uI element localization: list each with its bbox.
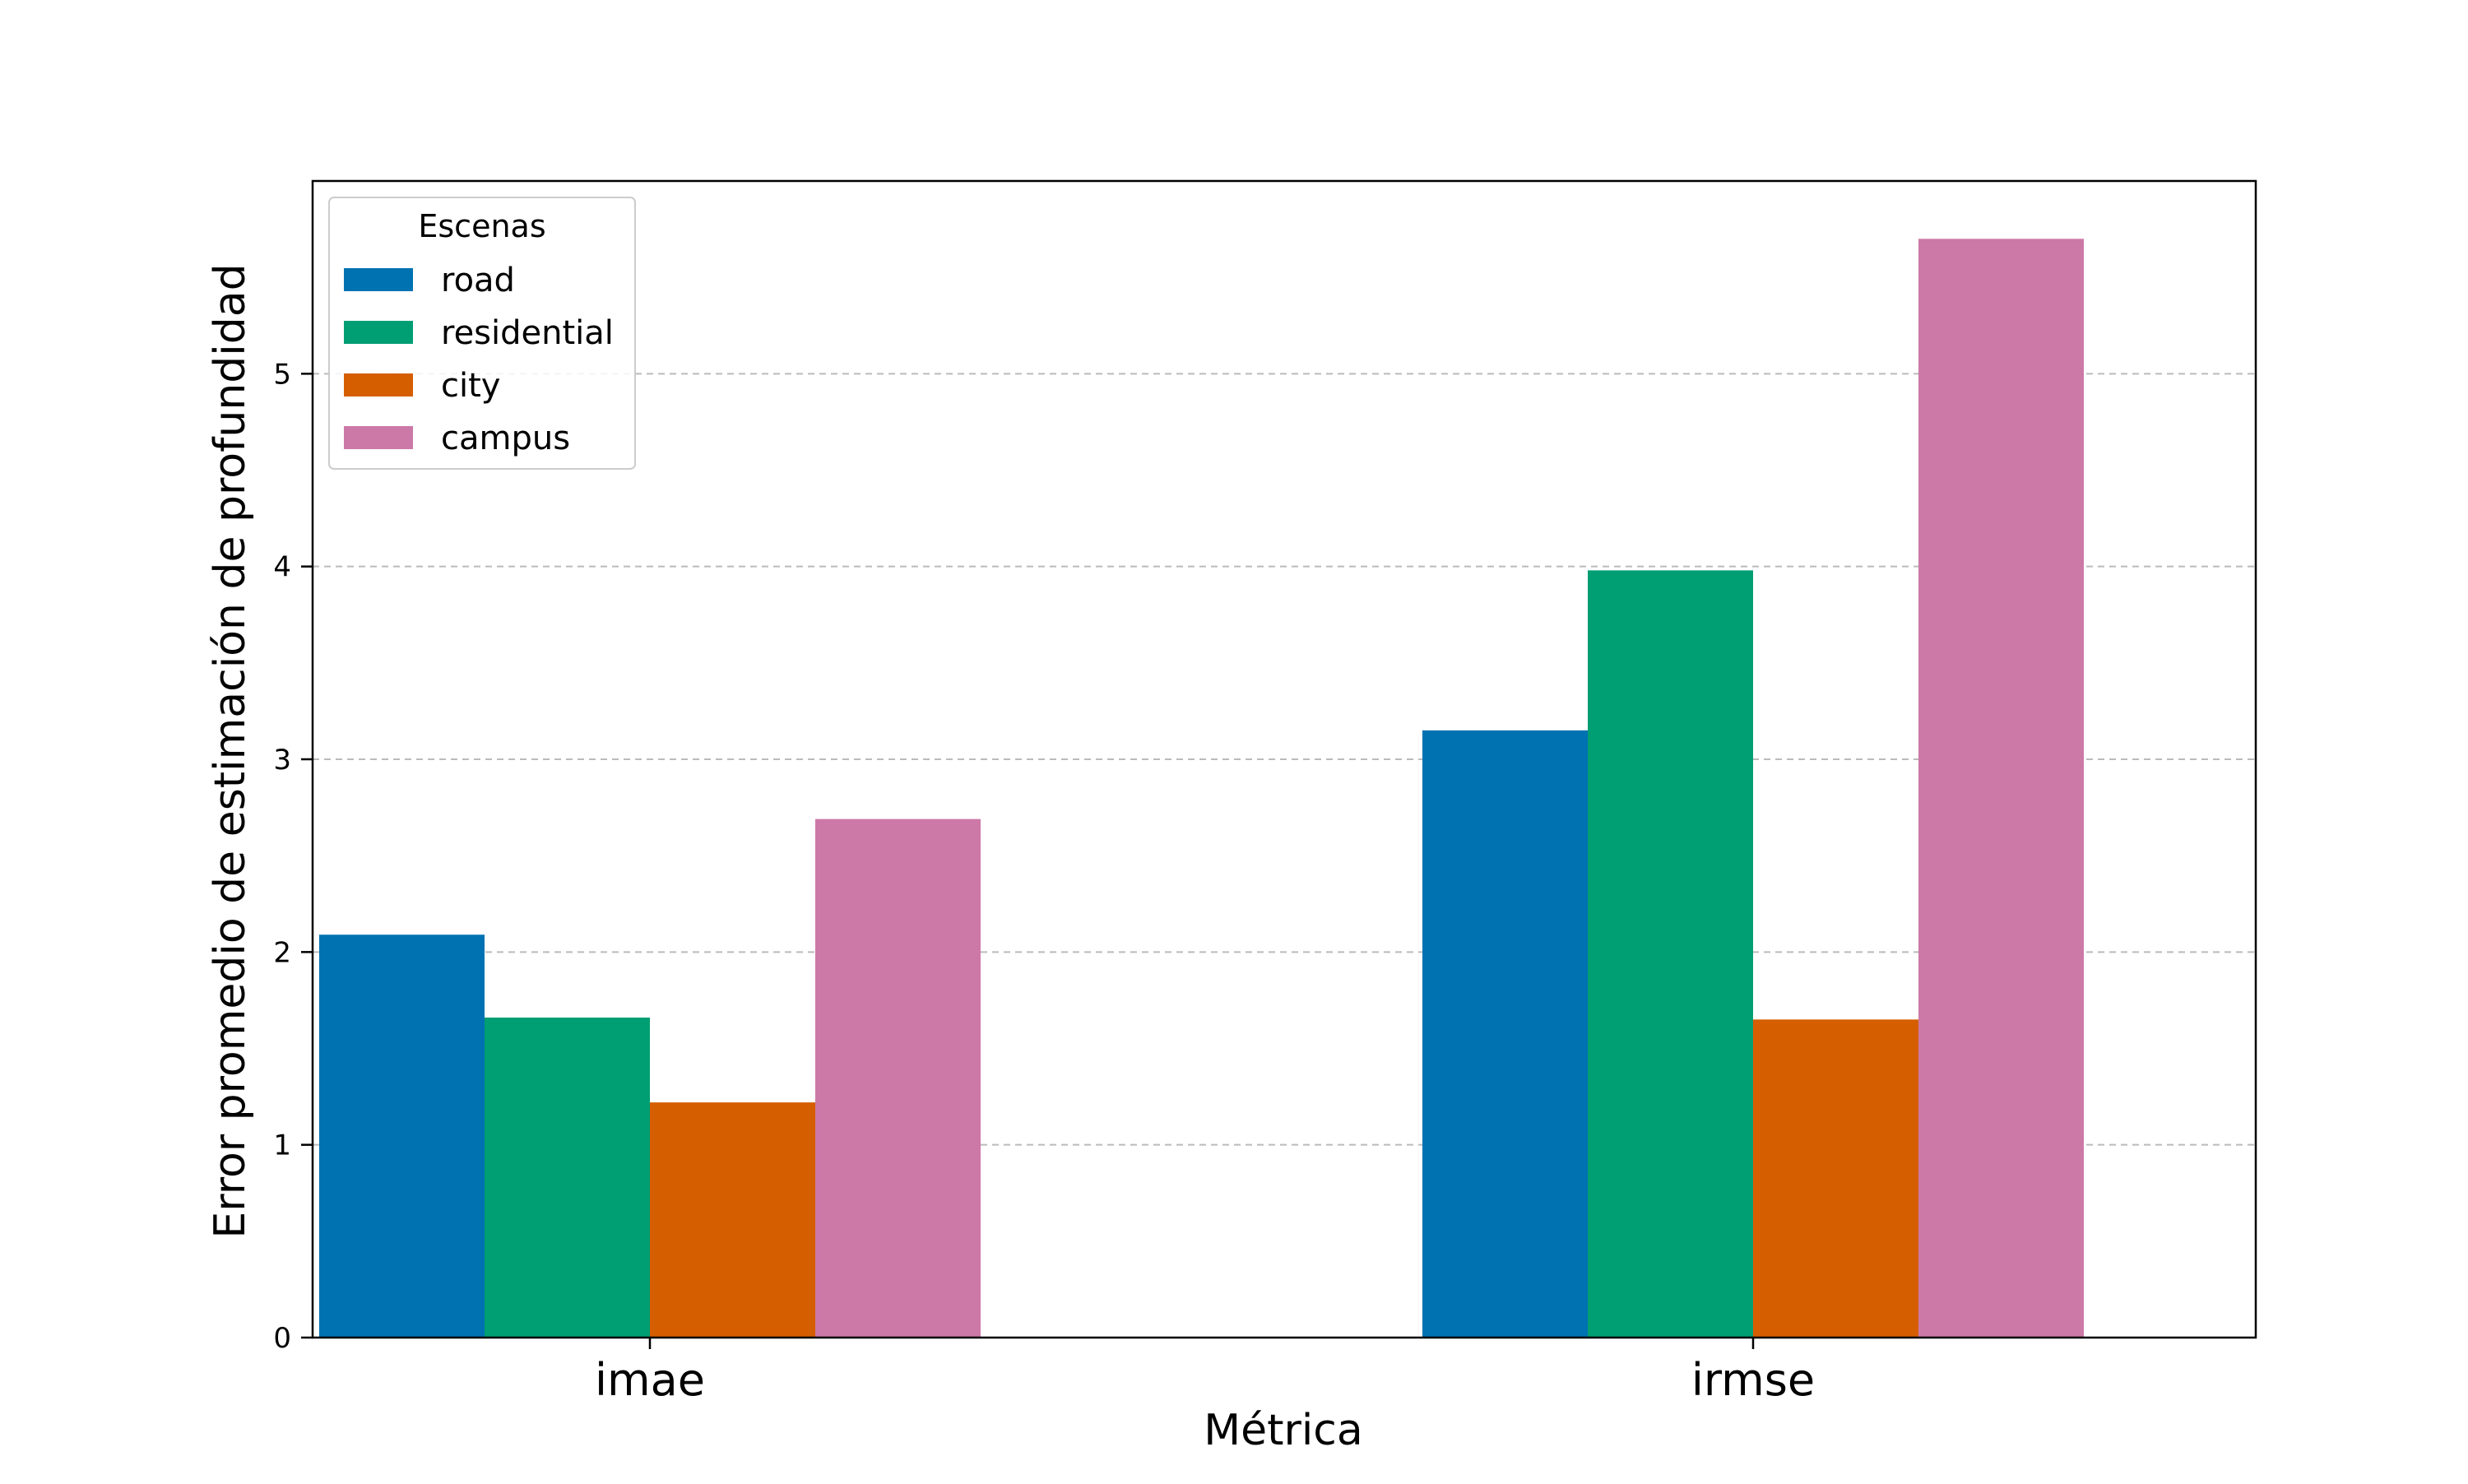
legend-label-residential: residential [441, 314, 614, 352]
y-axis-title: Error promedio de estimación de profundi… [206, 263, 255, 1238]
bar-road-imae [319, 934, 485, 1338]
bar-residential-imae [485, 1018, 650, 1338]
axes: 0 1 2 3 4 5 imae irmse [273, 179, 2257, 1406]
x-tick-label-irmse: irmse [1691, 1354, 1815, 1406]
bar-city-imae [650, 1102, 815, 1338]
y-tick-label: 4 [273, 551, 291, 584]
legend-label-road: road [441, 262, 515, 299]
y-tick-label: 1 [273, 1129, 291, 1162]
bar-residential-irmse [1588, 570, 1753, 1338]
legend-label-city: city [441, 367, 500, 405]
legend-swatch-campus [344, 426, 413, 449]
y-tick-label: 0 [273, 1322, 291, 1355]
y-tick-label: 2 [273, 936, 291, 969]
bar-campus-irmse [1918, 239, 2084, 1338]
legend-frame [328, 197, 636, 470]
y-tick-label: 3 [273, 744, 291, 777]
x-axis-title: Métrica [1204, 1406, 1363, 1455]
bars [319, 239, 2084, 1338]
legend-swatch-city [344, 373, 413, 397]
bar-road-irmse [1422, 730, 1588, 1338]
legend-title: Escenas [418, 208, 545, 244]
legend-swatch-residential [344, 321, 413, 344]
legend-swatch-road [344, 268, 413, 291]
y-tick-label: 5 [273, 358, 291, 391]
x-tick-label-imae: imae [595, 1354, 705, 1406]
legend-items: road residential city campus [344, 262, 614, 457]
bar-campus-imae [815, 819, 981, 1338]
legend: Escenas road residential city campus [328, 197, 636, 470]
bar-city-irmse [1753, 1019, 1918, 1338]
legend-label-campus: campus [441, 420, 570, 457]
